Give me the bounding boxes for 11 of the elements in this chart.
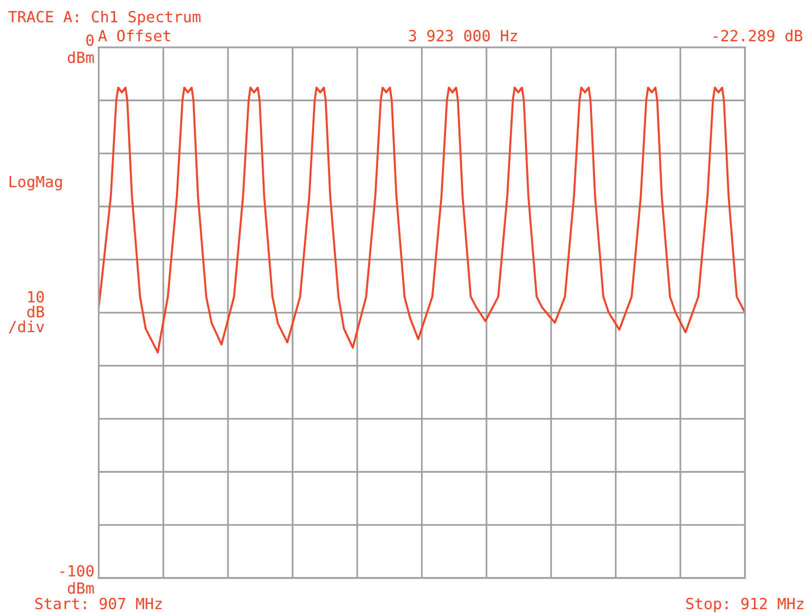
x-tick-label: Start: 907 MHz xyxy=(35,598,162,610)
y-tick-label: 0 dBm xyxy=(68,34,94,64)
line-series xyxy=(98,86,745,354)
text: 10 dB /div xyxy=(8,291,44,334)
text: 3 923 000 Hz xyxy=(409,30,517,42)
chart-title: TRACE A: Ch1 Spectrum xyxy=(8,10,200,26)
x-tick-label: Stop: 912 MHz xyxy=(686,598,804,612)
chart-subtitle: A Offset xyxy=(98,30,170,42)
text: LogMag xyxy=(10,176,62,190)
y-tick-label: -100 dBm xyxy=(60,565,94,594)
text: -22.289 dB xyxy=(714,30,802,42)
